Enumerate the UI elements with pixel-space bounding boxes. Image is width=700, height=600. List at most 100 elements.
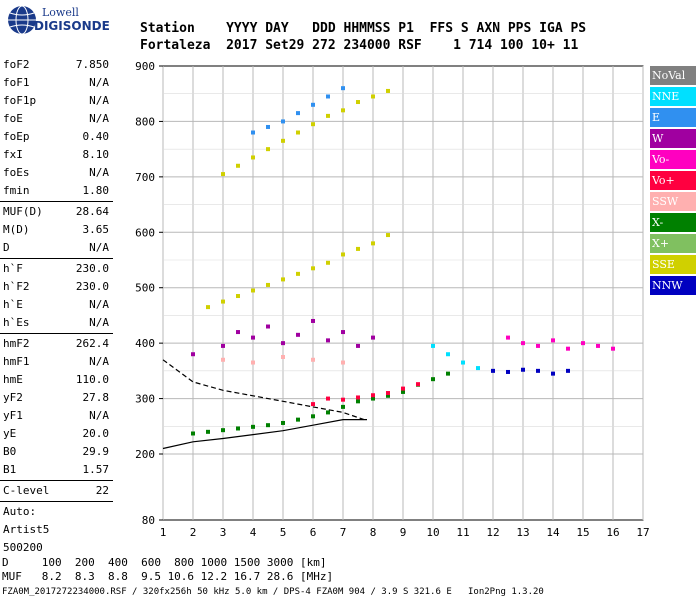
x-tick-label: 15 [576, 526, 589, 539]
legend-item-e: E [650, 108, 696, 127]
param-label: B0 [3, 445, 17, 458]
param-value: 27.8 [82, 391, 110, 404]
data-point-voplus [371, 393, 375, 398]
data-point-nnw [506, 369, 510, 374]
param-row-fof2: foF2 7.850 [0, 56, 113, 74]
data-point-e [341, 86, 345, 91]
x-tick-label: 17 [636, 526, 649, 539]
param-value: N/A [89, 166, 109, 179]
y-tick-label: 900 [135, 60, 155, 73]
data-point-vominus [596, 343, 600, 348]
param-row-hmf1: hmF1 N/A [0, 353, 113, 371]
data-point-xminus [311, 414, 315, 419]
data-point-sse [206, 305, 210, 310]
param-label: foF1 [3, 76, 30, 89]
data-point-xminus [281, 420, 285, 425]
param-row-d: D N/A [0, 239, 113, 257]
param-row-hf: h`F 230.0 [0, 260, 113, 278]
x-tick-label: 6 [310, 526, 317, 539]
legend-item-noval: NoVal [650, 66, 696, 85]
data-point-e [266, 124, 270, 129]
data-point-sse [221, 299, 225, 304]
param-row-hmf2: hmF2 262.4 [0, 335, 113, 353]
param-label: foF1p [3, 94, 37, 107]
param-value: N/A [89, 409, 109, 422]
data-point-vominus [506, 335, 510, 340]
data-point-w [296, 332, 300, 337]
data-point-vominus [611, 346, 615, 351]
x-tick-label: 9 [400, 526, 407, 539]
data-point-w [326, 338, 330, 343]
param-row-fof1p: foF1p N/A [0, 92, 113, 110]
param-row-b0: B0 29.9 [0, 443, 113, 461]
data-point-xminus [446, 371, 450, 376]
param-value: 3.65 [82, 223, 110, 236]
data-point-voplus [416, 382, 420, 387]
param-value: N/A [89, 112, 109, 125]
param-value: 110.0 [75, 373, 109, 386]
data-point-sse [266, 282, 270, 287]
x-tick-label: 16 [606, 526, 619, 539]
data-point-sse [356, 246, 360, 251]
data-point-sse [371, 94, 375, 99]
param-label: yF1 [3, 409, 23, 422]
data-point-nne [476, 366, 480, 371]
data-point-nnw [521, 367, 525, 372]
x-tick-label: 7 [340, 526, 347, 539]
header-line-2: Fortaleza 2017 Set29 272 234000 RSF 1 71… [140, 38, 579, 53]
param-label: hmF1 [3, 355, 30, 368]
x-tick-label: 10 [426, 526, 439, 539]
x-tick-label: 1 [160, 526, 167, 539]
param-row-hf2: h`F2 230.0 [0, 278, 113, 296]
param-label: h`F [3, 262, 23, 275]
x-tick-label: 11 [456, 526, 469, 539]
data-point-xminus [431, 377, 435, 382]
data-point-xminus [206, 429, 210, 434]
data-point-ssw [221, 357, 225, 362]
param-divider [0, 480, 113, 481]
data-point-w [236, 330, 240, 335]
param-label: B1 [3, 463, 17, 476]
param-value: 1.57 [82, 463, 110, 476]
data-point-ssw [341, 360, 345, 365]
data-point-ssw [251, 360, 255, 365]
data-point-xminus [296, 417, 300, 422]
data-point-xminus [251, 424, 255, 429]
data-point-xminus [386, 393, 390, 398]
data-point-sse [326, 113, 330, 118]
y-tick-label: 400 [135, 337, 155, 350]
header-line-1: Station YYYY DAY DDD HHMMSS P1 FFS S AXN… [140, 21, 587, 36]
data-point-voplus [311, 402, 315, 407]
param-row-foe: foE N/A [0, 110, 113, 128]
profile-curve-dashed [162, 359, 365, 421]
param-label: foE [3, 112, 23, 125]
data-point-voplus [356, 395, 360, 400]
param-value: N/A [89, 316, 109, 329]
param-row-foes: foEs N/A [0, 164, 113, 182]
data-point-sse [296, 130, 300, 135]
data-point-xminus [221, 428, 225, 433]
logo-globe-icon [8, 5, 36, 35]
x-tick-label: 5 [280, 526, 287, 539]
param-divider [0, 501, 113, 502]
param-label: yE [3, 427, 17, 440]
param-label: fmin [3, 184, 30, 197]
param-label: C-level [3, 484, 50, 497]
param-label: foF2 [3, 58, 30, 71]
data-point-e [296, 111, 300, 116]
profile-curve-solid [162, 419, 367, 450]
param-value: 22 [95, 484, 109, 497]
data-point-vominus [581, 341, 585, 346]
param-value: N/A [89, 241, 109, 254]
param-row-md: M(D) 3.65 [0, 221, 113, 239]
data-point-e [281, 119, 285, 124]
data-point-sse [341, 108, 345, 113]
data-point-xminus [236, 426, 240, 431]
param-row-hes: h`Es N/A [0, 314, 113, 332]
param-value: 262.4 [75, 337, 109, 350]
data-point-sse [371, 241, 375, 246]
data-point-voplus [326, 396, 330, 401]
footer-table: D 100 200 400 600 800 1000 1500 3000 [km… [2, 556, 333, 584]
data-point-nnw [566, 368, 570, 373]
x-tick-label: 14 [546, 526, 560, 539]
